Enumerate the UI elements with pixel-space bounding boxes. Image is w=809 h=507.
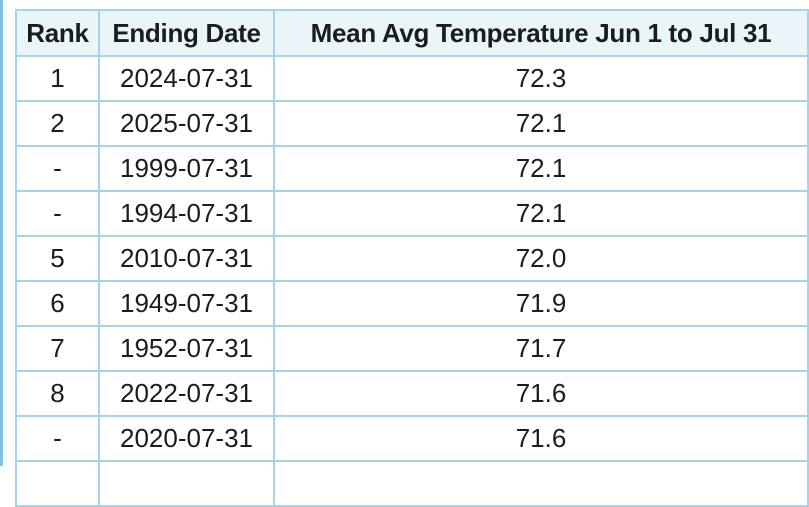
table-row: - 2020-07-31 71.6 xyxy=(15,415,809,462)
table-row xyxy=(15,460,809,507)
temperature-cell: 72.3 xyxy=(273,55,809,102)
table-row: 6 1949-07-31 71.9 xyxy=(15,280,809,327)
ending-date-cell: 1949-07-31 xyxy=(98,280,275,327)
temperature-cell: 71.6 xyxy=(273,370,809,417)
table-header-row: Rank Ending Date Mean Avg Temperature Ju… xyxy=(15,9,809,57)
rankings-table: Rank Ending Date Mean Avg Temperature Ju… xyxy=(15,9,809,507)
table-row: 1 2024-07-31 72.3 xyxy=(15,55,809,102)
temperature-cell xyxy=(273,460,809,507)
ending-date-cell: 1952-07-31 xyxy=(98,325,275,372)
left-border xyxy=(0,0,3,466)
rank-cell: - xyxy=(15,190,100,237)
ending-date-cell: 1994-07-31 xyxy=(98,190,275,237)
table-row: 8 2022-07-31 71.6 xyxy=(15,370,809,417)
temperature-cell: 71.6 xyxy=(273,415,809,462)
ending-date-cell: 2024-07-31 xyxy=(98,55,275,102)
table-row: - 1994-07-31 72.1 xyxy=(15,190,809,237)
rankings-table-container: Rank Ending Date Mean Avg Temperature Ju… xyxy=(15,9,809,507)
rank-cell: 2 xyxy=(15,100,100,147)
column-header-rank[interactable]: Rank xyxy=(15,9,100,57)
column-header-ending-date[interactable]: Ending Date xyxy=(98,9,275,57)
temperature-cell: 72.1 xyxy=(273,145,809,192)
rank-cell: - xyxy=(15,415,100,462)
rank-cell: 8 xyxy=(15,370,100,417)
rank-cell xyxy=(15,460,100,507)
rank-cell: 1 xyxy=(15,55,100,102)
rank-cell: - xyxy=(15,145,100,192)
temperature-cell: 72.1 xyxy=(273,100,809,147)
rank-cell: 6 xyxy=(15,280,100,327)
table-row: 5 2010-07-31 72.0 xyxy=(15,235,809,282)
table-row: - 1999-07-31 72.1 xyxy=(15,145,809,192)
table-row: 2 2025-07-31 72.1 xyxy=(15,100,809,147)
ending-date-cell: 2010-07-31 xyxy=(98,235,275,282)
temperature-cell: 72.1 xyxy=(273,190,809,237)
ending-date-cell: 1999-07-31 xyxy=(98,145,275,192)
rank-cell: 5 xyxy=(15,235,100,282)
table-row: 7 1952-07-31 71.7 xyxy=(15,325,809,372)
ending-date-cell: 2025-07-31 xyxy=(98,100,275,147)
ending-date-cell: 2022-07-31 xyxy=(98,370,275,417)
ending-date-cell xyxy=(98,460,275,507)
temperature-cell: 71.7 xyxy=(273,325,809,372)
column-header-mean-avg-temperature[interactable]: Mean Avg Temperature Jun 1 to Jul 31 xyxy=(273,9,809,57)
temperature-cell: 71.9 xyxy=(273,280,809,327)
temperature-cell: 72.0 xyxy=(273,235,809,282)
rank-cell: 7 xyxy=(15,325,100,372)
ending-date-cell: 2020-07-31 xyxy=(98,415,275,462)
